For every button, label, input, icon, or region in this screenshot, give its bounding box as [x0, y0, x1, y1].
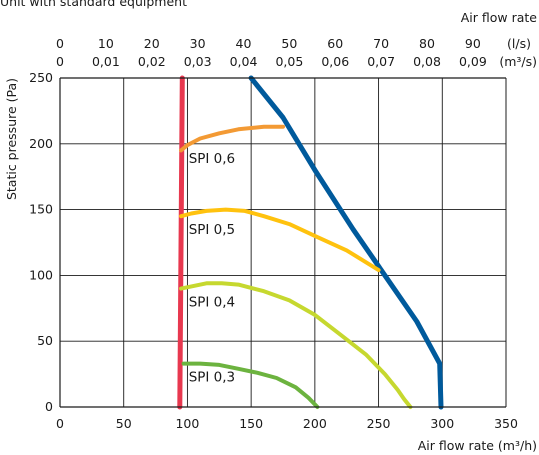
y-tick-label: 50	[37, 333, 53, 348]
top-axis-label: Air flow rate	[461, 10, 538, 25]
top-tick-label-ls: 90	[465, 36, 481, 51]
x-tick-label: 0	[56, 416, 64, 431]
top-tick-label-ls: 80	[419, 36, 435, 51]
top-axis-unit-m3s: (m³/s)	[499, 54, 537, 69]
spi-curve	[179, 124, 285, 153]
top-tick-label-m3s: 0,01	[92, 54, 120, 69]
axes	[59, 77, 507, 408]
x-tick-label: 350	[494, 416, 518, 431]
spi-label: SPI 0,4	[189, 295, 235, 311]
minimum-airflow-line	[177, 75, 185, 410]
spi-label: SPI 0,5	[189, 222, 235, 238]
top-tick-label-ls: 20	[144, 36, 160, 51]
y-tick-label: 150	[29, 202, 53, 217]
x-tick-label: 100	[175, 416, 199, 431]
x-tick-label: 150	[239, 416, 263, 431]
spi-label: SPI 0,3	[189, 370, 235, 386]
x-tick-label: 250	[367, 416, 391, 431]
top-tick-label-m3s: 0,05	[275, 54, 303, 69]
top-tick-label-m3s: 0,04	[230, 54, 258, 69]
top-tick-label-ls: 70	[373, 36, 389, 51]
x-tick-label: 300	[430, 416, 454, 431]
series-group: SPI 0,6 SPI 0,5 SPI 0,4 SPI 0,3	[177, 75, 444, 410]
spi-curve	[179, 207, 381, 273]
spi-curve	[179, 281, 413, 409]
top-tick-label-m3s: 0,06	[321, 54, 349, 69]
top-tick-label-m3s: 0,08	[413, 54, 441, 69]
top-tick-label-ls: 30	[190, 36, 206, 51]
top-tick-label-m3s: 0	[56, 54, 64, 69]
y-axis-label: Static pressure (Pa)	[4, 78, 19, 200]
top-tick-label-ls: 60	[327, 36, 343, 51]
maximum-capacity-curve	[248, 75, 444, 410]
x-axis-label: Air flow rate (m³/h)	[418, 438, 537, 453]
top-tick-label-m3s: 0,03	[184, 54, 212, 69]
y-tick-label: 200	[29, 136, 53, 151]
top-tick-label-ls: 10	[98, 36, 114, 51]
top-axis-unit-ls: (l/s)	[507, 36, 531, 51]
top-tick-label-m3s: 0,02	[138, 54, 166, 69]
top-tick-label-ls: 50	[281, 36, 297, 51]
spi-label: SPI 0,6	[189, 151, 235, 167]
top-tick-label-m3s: 0,09	[459, 54, 487, 69]
y-tick-label: 0	[45, 399, 53, 414]
x-tick-label: 50	[116, 416, 132, 431]
spi-curve	[181, 361, 320, 409]
top-tick-label-m3s: 0,07	[367, 54, 395, 69]
top-tick-label-ls: 0	[56, 36, 64, 51]
y-tick-label: 250	[29, 70, 53, 85]
y-tick-label: 100	[29, 267, 53, 282]
header-note: Unit with standard equipment	[0, 0, 187, 9]
top-tick-label-ls: 40	[236, 36, 252, 51]
x-tick-label: 200	[303, 416, 327, 431]
